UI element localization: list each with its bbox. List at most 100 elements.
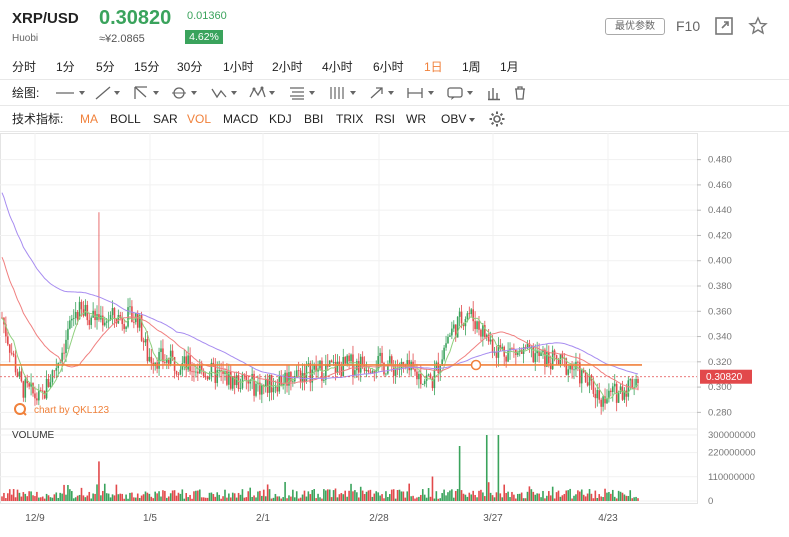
volume-bar	[173, 490, 176, 501]
indicator-macd[interactable]: MACD	[223, 112, 259, 126]
volume-bar	[30, 491, 32, 501]
indicator-bbi[interactable]: BBI	[304, 112, 324, 126]
ma-long-line	[1, 192, 639, 380]
candle	[390, 354, 393, 372]
star-icon[interactable]	[748, 16, 768, 36]
candle	[553, 348, 556, 362]
gear-icon[interactable]	[488, 110, 506, 128]
volume-bar	[76, 495, 79, 501]
period-tab[interactable]: 4小时	[322, 60, 353, 74]
period-tab[interactable]: 1月	[500, 60, 519, 74]
volume-bar	[410, 496, 412, 501]
period-tab-active[interactable]: 1日	[424, 60, 443, 74]
indicator-toolbar: 技术指标: MA BOLL SAR VOL MACD KDJ BBI TRIX …	[0, 106, 789, 132]
indicator-ma[interactable]: MA	[80, 112, 98, 126]
wave-tool-icon[interactable]	[210, 85, 242, 101]
volume-bar	[485, 435, 488, 501]
candle	[449, 332, 451, 337]
volume-bar	[98, 461, 100, 501]
period-tab[interactable]: 5分	[96, 60, 115, 74]
indicator-boll[interactable]: BOLL	[110, 112, 141, 126]
line-tool-icon[interactable]	[54, 85, 88, 101]
volume-bar	[111, 494, 114, 501]
gann-tool-icon[interactable]	[328, 85, 362, 101]
volume-bar	[323, 489, 325, 501]
arrow-tool-icon[interactable]	[368, 85, 400, 101]
f10-button[interactable]: F10	[676, 18, 701, 34]
candle	[445, 335, 447, 351]
candle	[315, 355, 317, 379]
volume-bar	[317, 493, 319, 501]
volume-bar	[187, 497, 189, 501]
volume-bar	[497, 435, 500, 501]
volume-bar	[435, 491, 438, 501]
period-tab[interactable]: 15分	[134, 60, 160, 74]
indicator-obv-dropdown[interactable]: OBV	[441, 106, 476, 132]
indicator-trix[interactable]: TRIX	[336, 112, 364, 126]
volume-bar	[189, 494, 191, 501]
period-tab[interactable]: 30分	[177, 60, 203, 74]
volume-bar	[315, 498, 317, 501]
period-tab[interactable]: 1分	[56, 60, 75, 74]
candle	[542, 345, 544, 359]
pattern-tool-icon[interactable]	[248, 85, 280, 101]
candle	[148, 348, 151, 363]
candle	[247, 375, 250, 392]
candle	[288, 364, 290, 395]
optimal-params-button[interactable]: 最优参数	[605, 18, 665, 35]
trash-icon[interactable]	[512, 85, 528, 101]
indicator-sar[interactable]: SAR	[153, 112, 178, 126]
fullscreen-icon[interactable]	[714, 16, 734, 36]
channel-tool-icon[interactable]	[132, 85, 164, 101]
measure-tool-icon[interactable]	[406, 85, 438, 101]
candle	[454, 324, 457, 342]
volume-bar	[392, 489, 395, 501]
volume-bar	[166, 497, 168, 501]
volume-bar	[631, 498, 633, 501]
fib-tool-icon[interactable]	[288, 85, 320, 101]
volume-bar	[342, 494, 345, 501]
candle	[505, 355, 507, 368]
volume-bar	[604, 488, 606, 501]
period-tab[interactable]: 1周	[462, 60, 481, 74]
indicator-label: 技术指标:	[12, 112, 64, 126]
candle	[32, 382, 34, 397]
volume-bar	[63, 484, 65, 501]
volume-bar	[579, 491, 581, 501]
volume-bar	[319, 497, 321, 501]
period-tab[interactable]: 6小时	[373, 60, 404, 74]
candle	[383, 361, 385, 377]
candle	[600, 397, 602, 415]
volume-bar	[261, 495, 263, 501]
period-tab[interactable]: 2小时	[272, 60, 303, 74]
circle-tool-icon[interactable]	[170, 85, 202, 101]
period-tab[interactable]: 分时	[12, 60, 37, 74]
volume-bar	[214, 496, 217, 501]
period-tab[interactable]: 1小时	[223, 60, 254, 74]
indicator-wr[interactable]: WR	[406, 112, 426, 126]
comment-tool-icon[interactable]	[446, 85, 478, 101]
indicator-kdj[interactable]: KDJ	[269, 112, 292, 126]
bars-tool-icon[interactable]	[486, 85, 502, 101]
indicator-vol[interactable]: VOL	[187, 112, 212, 126]
volume-bar	[414, 498, 416, 501]
volume-bar	[84, 497, 87, 501]
volume-bar	[224, 489, 226, 501]
indicator-rsi[interactable]: RSI	[375, 112, 396, 126]
volume-bar	[507, 491, 509, 501]
candle	[88, 312, 91, 330]
volume-bar	[222, 496, 224, 501]
candlestick-chart[interactable]: 0.480 0.460 0.440 0.420 0.400 0.380 0.360 0.340…	[0, 133, 789, 537]
volume-bar	[617, 490, 620, 501]
candle	[164, 354, 166, 365]
candle	[604, 388, 606, 410]
volume-bar	[179, 493, 182, 501]
volume-bar	[350, 483, 352, 501]
volume-bar	[125, 494, 127, 501]
candle	[47, 374, 50, 388]
date-tick-label: 1/5	[143, 513, 157, 524]
ray-tool-icon[interactable]	[94, 85, 124, 101]
chart-canvas[interactable]: 0.480 0.460 0.440 0.420 0.400 0.380 0.360 0.340…	[0, 133, 789, 537]
volume-bar	[633, 497, 635, 501]
line-handle[interactable]	[470, 359, 482, 371]
